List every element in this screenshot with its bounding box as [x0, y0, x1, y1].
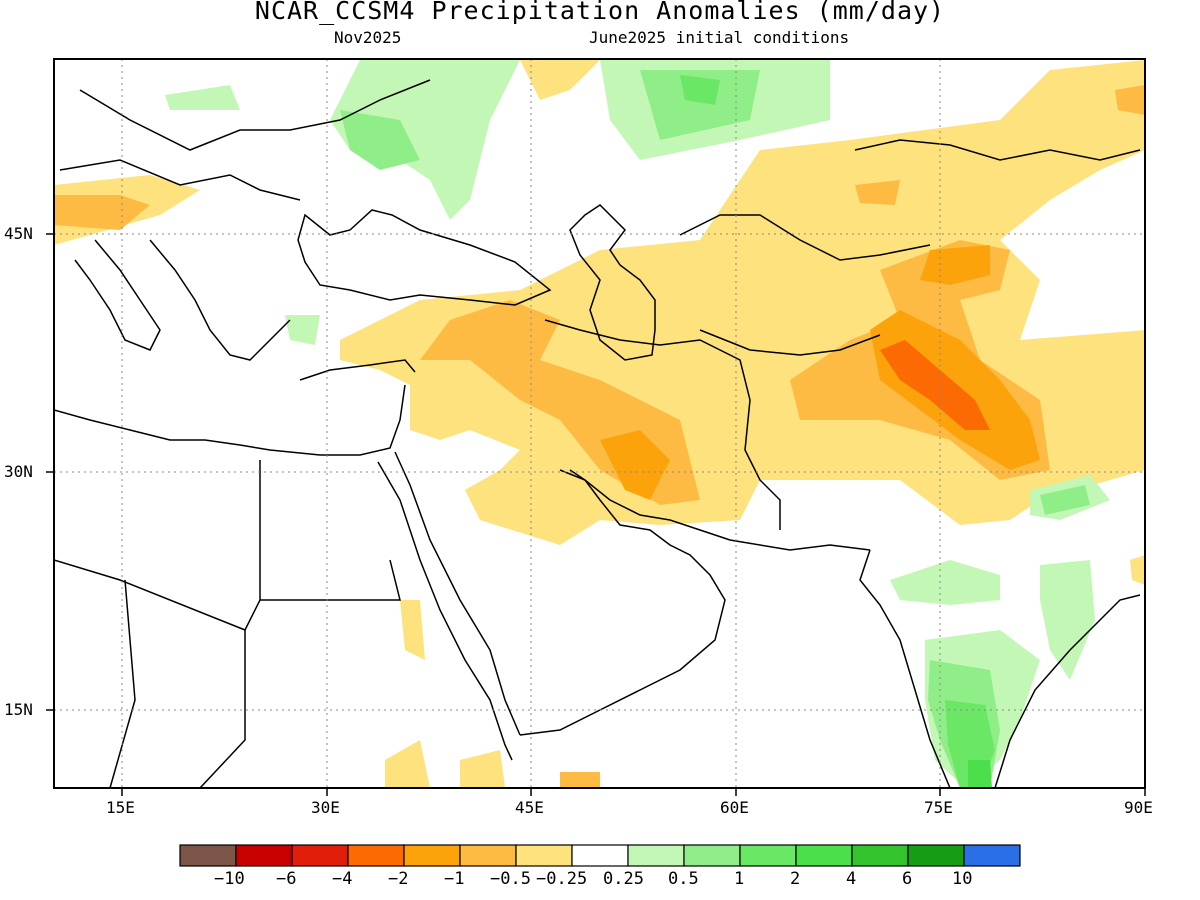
forecast-month: Nov2025 — [334, 28, 402, 47]
colorbar-swatch — [907, 844, 965, 867]
dry-area-pale-yellow — [385, 740, 430, 788]
dry-area-light-orange — [855, 180, 900, 205]
colorbar-swatch — [851, 844, 909, 867]
wet-area-light-green — [1040, 485, 1090, 515]
italy-coast — [74, 239, 161, 351]
lat-label-30n: 30N — [4, 462, 33, 481]
colorbar-label: 0.25 — [603, 869, 644, 889]
initial-conditions: June2025 initial conditions — [589, 28, 850, 47]
colorbar-label: −6 — [276, 869, 297, 889]
africa-borders — [54, 559, 401, 631]
dry-area-pale-yellow — [1130, 555, 1145, 585]
colorbar-swatch — [683, 844, 741, 867]
central-asia-borders — [854, 139, 1141, 161]
colorbar-label: 1 — [734, 869, 745, 889]
dry-area-orange — [600, 430, 670, 500]
anomaly-shading — [54, 60, 1145, 788]
lat-label-15n: 15N — [4, 700, 33, 719]
lon-label-75e: 75E — [924, 798, 953, 817]
lat-label-45n: 45N — [4, 224, 33, 243]
chart-title: NCAR_CCSM4 Precipitation Anomalies (mm/d… — [254, 0, 946, 25]
colorbar-swatch — [403, 844, 461, 867]
wet-area-pale-green — [285, 315, 320, 345]
wet-area-pale-green — [330, 60, 520, 220]
arabian-coast — [519, 469, 726, 736]
lon-label-90e: 90E — [1124, 798, 1153, 817]
wet-area-mid-green — [968, 760, 992, 788]
caspian-sea-coast — [569, 204, 656, 361]
colorbar-label: 6 — [902, 869, 913, 889]
dry-area-light-orange — [560, 772, 600, 788]
persian-gulf-coast — [559, 469, 871, 551]
colorbar-label: 2 — [790, 869, 801, 889]
colorbar-swatch — [739, 844, 797, 867]
wet-area-pale-green — [1040, 560, 1095, 680]
axis-ticks — [46, 233, 1146, 796]
red-sea-coast — [394, 451, 521, 736]
dry-area-pale-yellow — [460, 750, 505, 788]
red-sea-coast — [377, 461, 513, 761]
lon-label-45e: 45E — [515, 798, 544, 817]
india-west-coast — [859, 549, 951, 788]
colorbar-swatch — [627, 844, 685, 867]
dry-area-light-orange — [54, 195, 150, 230]
dry-area-dark-orange — [880, 340, 990, 430]
black-sea-coast — [297, 209, 552, 306]
colorbar-swatch — [179, 844, 237, 867]
mediterranean-coast — [54, 384, 406, 456]
colorbar-label: 10 — [952, 869, 973, 889]
africa-borders — [109, 460, 261, 788]
map-border — [53, 58, 1146, 789]
wet-area-pale-green — [890, 560, 1000, 605]
balkan-coast — [149, 239, 291, 361]
graticule — [54, 59, 1145, 788]
colorbar-label: −1 — [444, 869, 465, 889]
india-east-coast — [994, 594, 1141, 788]
central-asia-borders — [679, 214, 931, 356]
turkey-south-coast — [299, 359, 416, 381]
dry-area-pale-yellow — [520, 60, 600, 100]
wet-area-light-green — [340, 110, 420, 170]
wet-area-light-green — [640, 70, 760, 140]
coastlines-and-borders — [54, 79, 1141, 788]
lon-label-15e: 15E — [106, 798, 135, 817]
colorbar-label: −0.5 — [490, 869, 531, 889]
europe-borders — [59, 79, 431, 201]
wet-area-pale-green — [165, 85, 240, 110]
dry-area-orange — [920, 245, 990, 285]
colorbar-label: −0.25 — [536, 869, 588, 889]
colorbar-swatch — [571, 844, 629, 867]
colorbar-swatch — [235, 844, 293, 867]
colorbar-swatch — [795, 844, 853, 867]
dry-area-pale-yellow — [400, 600, 425, 660]
dry-area-light-orange — [1115, 85, 1145, 115]
colorbar — [179, 844, 1021, 867]
colorbar-label: −2 — [388, 869, 409, 889]
colorbar-label: 4 — [846, 869, 857, 889]
colorbar-swatch — [291, 844, 349, 867]
colorbar-swatch — [963, 844, 1021, 867]
lon-label-60e: 60E — [720, 798, 749, 817]
colorbar-label: −4 — [332, 869, 353, 889]
colorbar-label: 0.5 — [668, 869, 699, 889]
colorbar-label: −10 — [214, 869, 245, 889]
wet-area-green — [680, 75, 720, 105]
central-asia-borders — [544, 319, 781, 530]
colorbar-swatch — [515, 844, 573, 867]
colorbar-swatch — [459, 844, 517, 867]
colorbar-swatch — [347, 844, 405, 867]
lon-label-30e: 30E — [311, 798, 340, 817]
